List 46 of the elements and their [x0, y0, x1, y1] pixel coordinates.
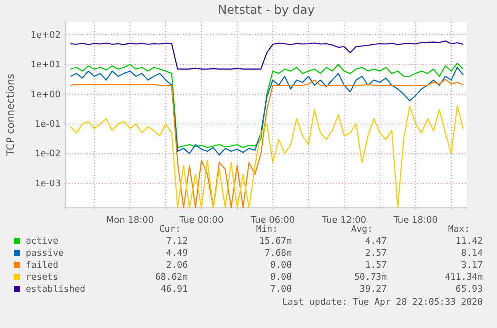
text: 65.93 — [456, 285, 483, 295]
text: 8.14 — [461, 249, 483, 259]
y-tick-label: 1e+00 — [30, 90, 62, 100]
text: 7.12 — [166, 237, 188, 247]
legend-label: failed — [26, 261, 59, 271]
text: Avg: — [351, 225, 373, 235]
x-tick-label: Mon 18:00 — [106, 216, 154, 226]
text: 411.34m — [445, 273, 483, 283]
text: 68.62m — [155, 273, 188, 283]
text: 15.67m — [259, 237, 292, 247]
text: Last update: Tue Apr 28 22:05:33 2020 — [282, 298, 483, 308]
chart-title: Netstat - by day — [218, 3, 315, 17]
line-series — [70, 79, 464, 209]
text: 39.27 — [360, 285, 387, 295]
legend-label: active — [26, 237, 59, 247]
text: Min: — [256, 225, 278, 235]
text: 11.42 — [456, 237, 483, 247]
text: 1.57 — [365, 261, 387, 271]
text: 0.00 — [270, 261, 292, 271]
x-tick-label: Tue 06:00 — [250, 216, 296, 226]
line-series — [70, 40, 464, 70]
text: 4.47 — [365, 237, 387, 247]
text: 4.49 — [166, 249, 188, 259]
y-axis-title: TCP connections — [6, 74, 17, 158]
x-tick-label: Tue 12:00 — [321, 216, 367, 226]
text: 7.00 — [270, 285, 292, 295]
legend-label: passive — [26, 249, 64, 259]
text: 0.00 — [270, 273, 292, 283]
y-tick-label: 1e-01 — [35, 120, 61, 130]
text: 2.06 — [166, 261, 188, 271]
text: 2.57 — [365, 249, 387, 259]
y-tick-label: 1e-03 — [35, 179, 61, 190]
y-tick-label: 1e+01 — [30, 60, 61, 71]
text: 46.91 — [160, 285, 188, 295]
legend-label: resets — [26, 273, 59, 283]
x-tick-label: Tue 18:00 — [392, 216, 438, 226]
line-series — [70, 105, 464, 209]
x-tick-label: Tue 00:00 — [178, 216, 224, 226]
text: 50.73m — [354, 273, 387, 283]
legend-label: established — [26, 285, 86, 295]
y-tick-label: 1e-02 — [35, 150, 61, 160]
text: Cur: — [159, 225, 181, 235]
text: 7.68m — [264, 249, 292, 259]
text: Max: — [448, 225, 470, 235]
text: 3.17 — [461, 261, 483, 271]
y-tick-label: 1e+02 — [30, 30, 61, 41]
